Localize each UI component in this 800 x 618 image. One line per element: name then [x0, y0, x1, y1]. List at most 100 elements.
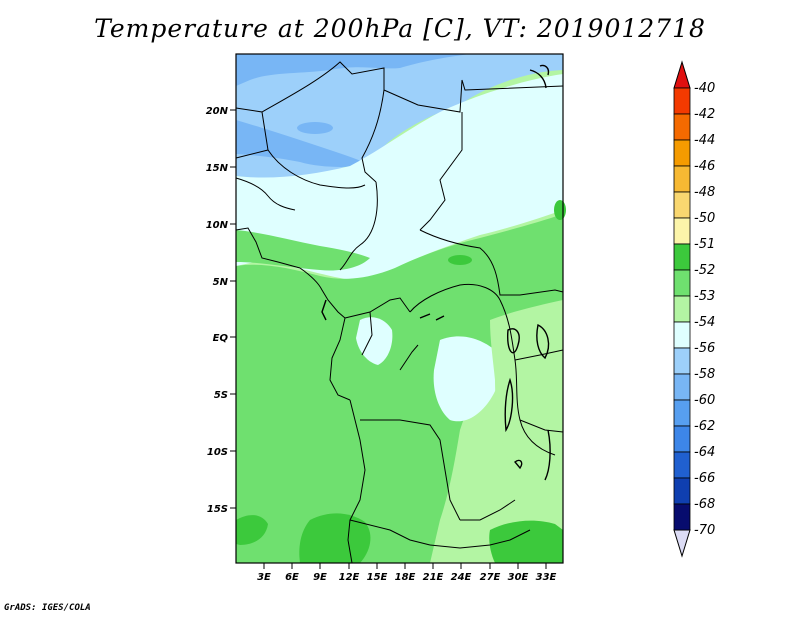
- colorbar-swatch: [673, 295, 691, 323]
- border-line: [419, 112, 463, 231]
- border-line: [409, 283, 501, 313]
- colorbar-label: -56: [694, 341, 715, 356]
- lake-outline: [504, 377, 514, 433]
- border-line: [344, 297, 411, 319]
- colorbar-label: -51: [694, 237, 715, 252]
- border-line: [299, 267, 346, 319]
- colorbar-label: -50: [694, 211, 715, 226]
- border-line: [349, 519, 431, 546]
- colorbar-label: -62: [694, 419, 715, 434]
- lon-tick-label: 24E: [451, 572, 472, 583]
- border-line: [419, 229, 564, 296]
- field-green-dark: [299, 513, 371, 563]
- border-line: [514, 349, 564, 361]
- lake-outline: [419, 313, 445, 321]
- field-blob-3: [554, 200, 566, 220]
- lake-outlines: [321, 64, 551, 481]
- colorbar-swatch: [673, 217, 691, 245]
- colorbar-swatch: [673, 139, 691, 167]
- colorbar-swatch: [673, 113, 691, 141]
- lon-tick-label: 21E: [423, 572, 444, 583]
- colorbar-swatch: [673, 165, 691, 193]
- field-green-mid-2: [236, 214, 563, 563]
- lon-tick-label: 15E: [367, 572, 388, 583]
- colorbar-label: -40: [694, 81, 715, 96]
- lake-outline: [529, 64, 550, 89]
- colorbar-swatch: [673, 451, 691, 479]
- field-cyan-pale-3: [356, 317, 393, 365]
- lake-outline: [544, 429, 551, 481]
- lat-tick-label: 10N: [206, 220, 229, 231]
- lat-axis: 20N 15N 10N 5N EQ 5S 10S 15S: [206, 106, 236, 515]
- lake-outline: [536, 323, 550, 360]
- lat-tick-label: 10S: [207, 447, 228, 458]
- colorbar-label: -42: [694, 107, 715, 122]
- lon-tick-label: 18E: [395, 572, 416, 583]
- lat-tick-label: 20N: [206, 106, 229, 117]
- border-line: [429, 529, 531, 549]
- border-line: [499, 299, 556, 456]
- colorbar-label: -70: [694, 523, 715, 538]
- colorbar-swatch: [673, 191, 691, 219]
- colorbar-label: -53: [694, 289, 715, 304]
- colorbar-label: -64: [694, 445, 715, 460]
- lake-outline: [514, 459, 523, 470]
- field-cyan-pale-2: [433, 336, 501, 422]
- lon-tick-label: 9E: [313, 572, 327, 583]
- colorbar-swatch: [673, 87, 691, 115]
- lon-tick-label: 3E: [257, 572, 271, 583]
- border-line: [460, 499, 516, 521]
- colorbar-swatch: [673, 399, 691, 427]
- lat-tick-label: EQ: [213, 333, 229, 344]
- border-line: [399, 344, 419, 371]
- field-green-dark-3: [236, 515, 268, 545]
- colorbar-label: -60: [694, 393, 715, 408]
- colorbar-label: -48: [694, 185, 715, 200]
- map-field: [236, 54, 566, 563]
- colorbar-swatch: [673, 425, 691, 453]
- lon-tick-label: 6E: [285, 572, 299, 583]
- lon-tick-label: 30E: [508, 572, 529, 583]
- border-line: [235, 177, 296, 211]
- colorbar-swatch: [673, 503, 691, 531]
- colorbar-swatch: [673, 269, 691, 297]
- colorbar-swatch: [673, 477, 691, 505]
- lat-tick-label: 15S: [207, 504, 228, 515]
- colorbar-label: -52: [694, 263, 715, 278]
- border-line: [235, 227, 301, 269]
- colorbar-label: -44: [694, 133, 715, 148]
- chart-title: Temperature at 200hPa [C], VT: 201901271…: [94, 14, 706, 43]
- field-blue-mid-2: [236, 120, 370, 167]
- colorbar-swatch: [673, 321, 691, 349]
- border-line: [261, 61, 564, 113]
- lon-tick-label: 33E: [536, 572, 557, 583]
- colorbar-swatch: [673, 347, 691, 375]
- border-line: [347, 399, 366, 564]
- colorbar-label: -46: [694, 159, 715, 174]
- border-line: [361, 311, 373, 356]
- field-cyan-pale: [236, 74, 563, 280]
- border-line: [267, 149, 366, 189]
- lon-axis: 3E 6E 9E 12E 15E 18E 21E 24E 27E 30E 33E: [257, 563, 557, 583]
- border-line: [235, 107, 269, 159]
- colorbar-label: -58: [694, 367, 715, 382]
- field-blob-1: [297, 122, 333, 134]
- field-blob-2: [448, 255, 472, 265]
- field-blue-mid: [236, 54, 470, 86]
- colorbar: -40 -42 -44 -46 -48 -50 -51 -52 -53 -54 -56 -58 -60 -…: [673, 60, 715, 558]
- lake-outline: [506, 328, 520, 354]
- border-line: [339, 181, 378, 271]
- colorbar-top-arrow: [673, 60, 691, 89]
- map-frame: [235, 53, 564, 564]
- border-line: [329, 317, 351, 401]
- credit-label: GrADS: IGES/COLA: [4, 603, 91, 613]
- lake-outline: [321, 299, 327, 321]
- border-line: [361, 89, 385, 183]
- colorbar-swatch: [673, 243, 691, 271]
- border-line: [519, 419, 564, 433]
- field-green-dark-2: [489, 520, 563, 563]
- colorbar-swatch: [673, 373, 691, 401]
- lat-tick-label: 15N: [206, 163, 229, 174]
- country-borders: [235, 61, 564, 564]
